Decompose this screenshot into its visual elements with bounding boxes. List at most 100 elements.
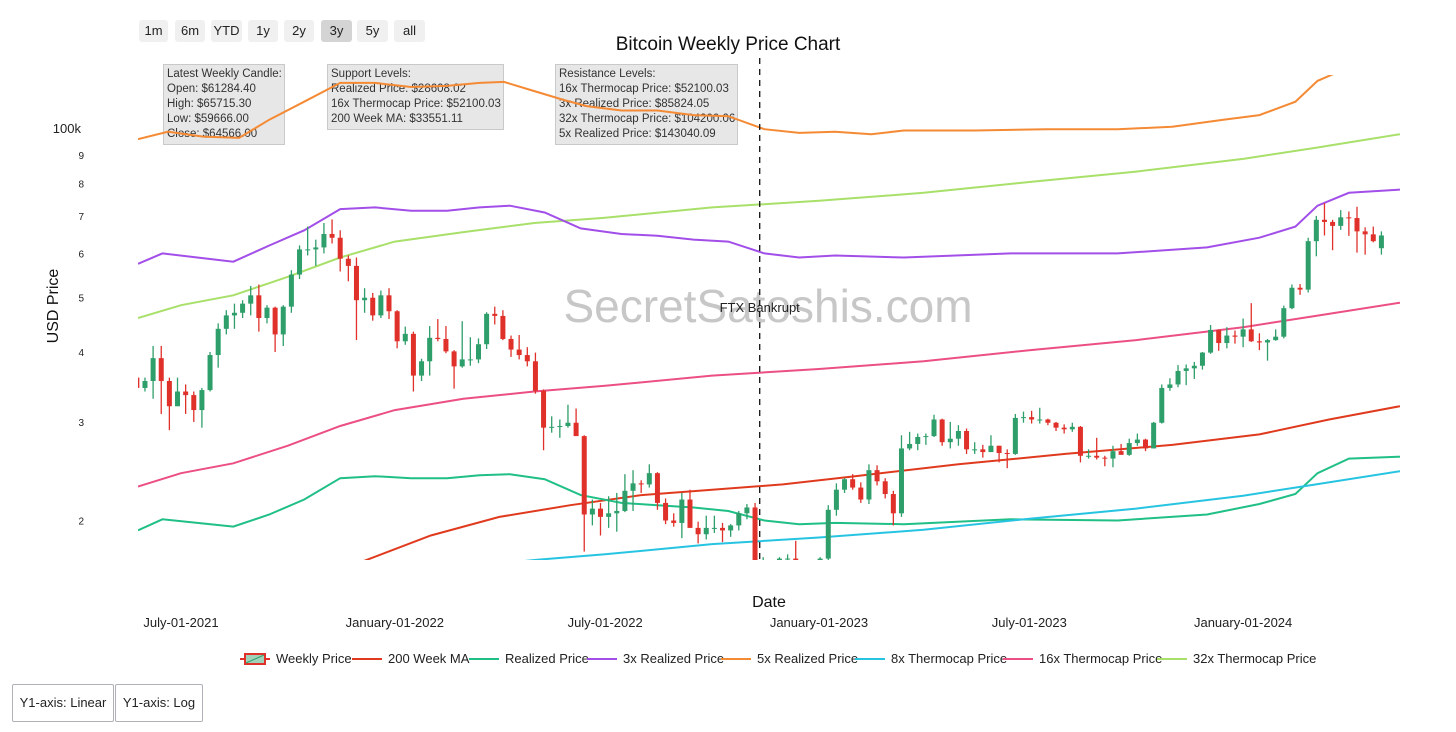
weekly-candle	[557, 419, 563, 438]
weekly-candle	[695, 521, 701, 544]
candle-body	[467, 359, 473, 361]
candle-body	[1118, 451, 1124, 455]
legend-item-3x-realized[interactable]: 3x Realized Price	[587, 650, 724, 668]
candle-body	[622, 490, 628, 511]
legend-label-3x-realized: 3x Realized Price	[623, 651, 725, 666]
candle-body	[142, 381, 148, 388]
range-button-2y[interactable]: 2y	[284, 20, 314, 42]
y-axis-linear-button[interactable]: Y1-axis: Linear	[12, 684, 114, 722]
candle-body	[809, 564, 814, 565]
weekly-candle	[345, 255, 351, 282]
weekly-candle	[475, 338, 481, 364]
x-axis-ticks: July-01-2021 January-01-2022 July-01-2022 J…	[143, 615, 1292, 630]
weekly-candle	[752, 502, 758, 560]
range-button-3y[interactable]: 3y	[321, 20, 352, 42]
candle-body	[947, 438, 953, 443]
y-tick-label: 4	[78, 348, 84, 359]
range-button-1m[interactable]: 1m	[139, 20, 168, 42]
weekly-candle	[1199, 351, 1205, 370]
weekly-candle	[1346, 211, 1352, 236]
weekly-candle	[329, 219, 335, 244]
candle-body	[248, 295, 254, 304]
y-tick-label: 9	[78, 151, 84, 162]
candle-body	[1159, 387, 1165, 423]
weekly-candle	[1151, 421, 1157, 449]
weekly-candle	[850, 474, 856, 490]
thermo32x-swatch	[1157, 658, 1187, 660]
candle-body	[1216, 329, 1222, 344]
y-tick-label: 6	[78, 249, 84, 260]
series-line-thermo16x	[138, 301, 1400, 488]
candle-body	[939, 419, 945, 443]
weekly-candle	[549, 416, 555, 433]
weekly-candle	[598, 502, 604, 536]
range-button-ytd[interactable]: YTD	[211, 20, 242, 42]
weekly-candle	[825, 505, 831, 560]
candle-body	[1208, 329, 1214, 353]
candle-body	[833, 489, 839, 510]
weekly-candle	[150, 345, 156, 399]
weekly-candle	[898, 435, 904, 517]
weekly-candle	[776, 557, 782, 560]
weekly-candle	[711, 515, 717, 533]
legend-item-16x-thermocap[interactable]: 16x Thermocap Price	[1003, 650, 1162, 668]
weekly-candle	[1362, 227, 1368, 255]
weekly-candle	[1256, 333, 1262, 351]
candle-body	[1362, 231, 1368, 235]
candle-body	[435, 337, 441, 339]
legend-item-200-week-ma[interactable]: 200 Week MA	[352, 650, 469, 668]
legend-item-8x-thermocap[interactable]: 8x Thermocap Price	[855, 650, 1007, 668]
legend-item-32x-thermocap[interactable]: 32x Thermocap Price	[1157, 650, 1316, 668]
weekly-candle	[565, 404, 571, 428]
weekly-candle	[467, 337, 473, 366]
weekly-candle	[207, 351, 213, 392]
legend-item-weekly-price[interactable]: Weekly Price	[240, 650, 352, 668]
y-axis-log-button[interactable]: Y1-axis: Log	[115, 684, 203, 722]
candle-body	[207, 355, 213, 391]
weekly-candle	[1110, 445, 1116, 468]
resistance-32x-thermocap: 32x Thermocap Price: $104200.06	[559, 113, 736, 125]
range-button-1y[interactable]: 1y	[248, 20, 278, 42]
candle-body	[508, 338, 514, 350]
band-lines	[138, 75, 1400, 560]
range-button-5y[interactable]: 5y	[357, 20, 388, 42]
weekly-candle	[736, 510, 742, 531]
support-realized: Realized Price: $28608.02	[331, 83, 466, 95]
candle-body	[199, 390, 205, 411]
candle-body	[1354, 218, 1360, 232]
y-tick-label: 2	[78, 516, 84, 527]
candle-body	[524, 355, 530, 362]
candle-body	[240, 303, 246, 313]
candle-body	[980, 449, 986, 453]
legend-item-5x-realized[interactable]: 5x Realized Price	[721, 650, 858, 668]
weekly-candle	[972, 442, 978, 454]
range-button-all[interactable]: all	[394, 20, 425, 42]
candle-body	[451, 351, 457, 367]
series-line-thermo8x	[524, 470, 1400, 560]
candle-body	[907, 443, 913, 449]
weekly-candle	[923, 433, 929, 445]
weekly-candle	[1183, 364, 1189, 386]
candle-body	[679, 499, 685, 523]
weekly-candle	[1313, 215, 1319, 257]
candle-body	[345, 258, 351, 266]
weekly-candle	[573, 408, 579, 437]
candle-body	[1183, 368, 1189, 371]
y-tick-label: 5	[78, 294, 84, 305]
range-button-6m[interactable]: 6m	[175, 20, 205, 42]
legend-item-realized-price[interactable]: Realized Price	[469, 650, 589, 668]
weekly-candle	[256, 284, 262, 332]
weekly-candle	[638, 480, 644, 493]
y-axis-label: USD Price	[45, 269, 62, 344]
weekly-candle	[427, 326, 433, 376]
x-tick-label: July-01-2022	[568, 615, 643, 630]
candle-body	[581, 436, 587, 515]
weekly-candle	[321, 222, 327, 254]
candle-body	[744, 507, 750, 514]
weekly-candle	[370, 292, 376, 321]
weekly-candle	[1029, 410, 1035, 424]
candle-body	[988, 445, 994, 453]
weekly-candle	[679, 492, 685, 539]
weekly-candle	[1224, 327, 1230, 349]
candle-body	[654, 473, 660, 503]
